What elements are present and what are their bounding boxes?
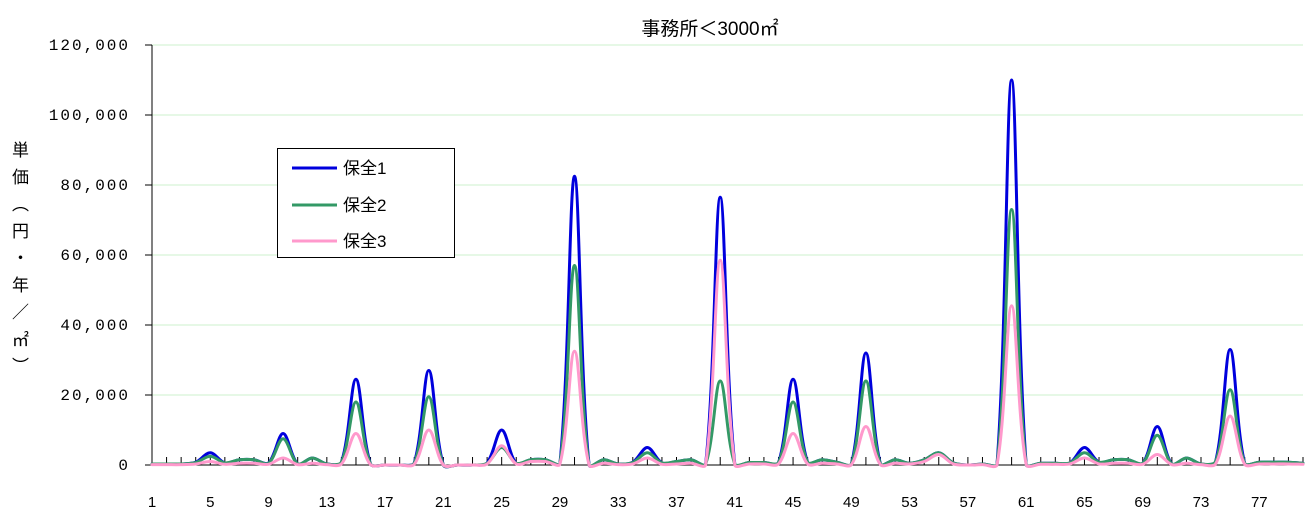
legend-item-3: 保全3 xyxy=(292,232,386,251)
legend-label-3: 保全3 xyxy=(343,232,386,251)
series-line-1 xyxy=(150,78,1305,469)
legend-label-1: 保全1 xyxy=(343,159,386,178)
series-line-2 xyxy=(150,208,1305,469)
x-tick-label: 49 xyxy=(843,494,860,511)
legend: 保全1 保全2 保全3 xyxy=(277,148,455,258)
series-lines xyxy=(150,78,1305,469)
y-tick-label: 60,000 xyxy=(60,247,130,265)
x-tick-label: 29 xyxy=(552,494,569,511)
y-axis-label: 単価（円・年／㎡） xyxy=(8,141,28,384)
x-tick-label: 33 xyxy=(610,494,627,511)
series-line-3 xyxy=(150,258,1305,469)
x-tick-label: 37 xyxy=(668,494,685,511)
y-axis-tick-labels: 0 20,000 40,000 60,000 80,000 100,000 120,000 xyxy=(49,37,130,475)
y-tick-label: 40,000 xyxy=(60,317,130,335)
y-tick-label: 120,000 xyxy=(49,37,130,55)
legend-item-1: 保全1 xyxy=(292,159,386,178)
legend-item-2: 保全2 xyxy=(292,196,386,215)
y-tick-label: 100,000 xyxy=(49,107,130,125)
x-tick-label: 73 xyxy=(1193,494,1210,511)
x-tick-label: 1 xyxy=(148,494,156,511)
x-tick-label: 13 xyxy=(318,494,335,511)
x-tick-label: 45 xyxy=(785,494,802,511)
x-tick-label: 9 xyxy=(264,494,272,511)
x-tick-label: 41 xyxy=(726,494,743,511)
x-tick-label: 25 xyxy=(493,494,510,511)
y-tick-label: 20,000 xyxy=(60,387,130,405)
x-axis-tick-labels: 1 5 9 13 17 21 25 29 33 37 41 45 49 53 57 61 65 69 73 77 xyxy=(148,494,1268,511)
x-tick-label: 69 xyxy=(1134,494,1151,511)
legend-label-2: 保全2 xyxy=(343,196,386,215)
x-tick-label: 53 xyxy=(901,494,918,511)
chart-title: 事務所＜3000㎡ xyxy=(641,17,778,40)
y-tick-label: 80,000 xyxy=(60,177,130,195)
x-tick-label: 21 xyxy=(435,494,452,511)
x-tick-label: 5 xyxy=(206,494,214,511)
y-tick-label: 0 xyxy=(118,457,130,475)
x-tick-label: 65 xyxy=(1076,494,1093,511)
x-tick-label: 57 xyxy=(960,494,977,511)
x-tick-label: 17 xyxy=(377,494,394,511)
x-tick-label: 77 xyxy=(1251,494,1268,511)
x-tick-label: 61 xyxy=(1018,494,1035,511)
